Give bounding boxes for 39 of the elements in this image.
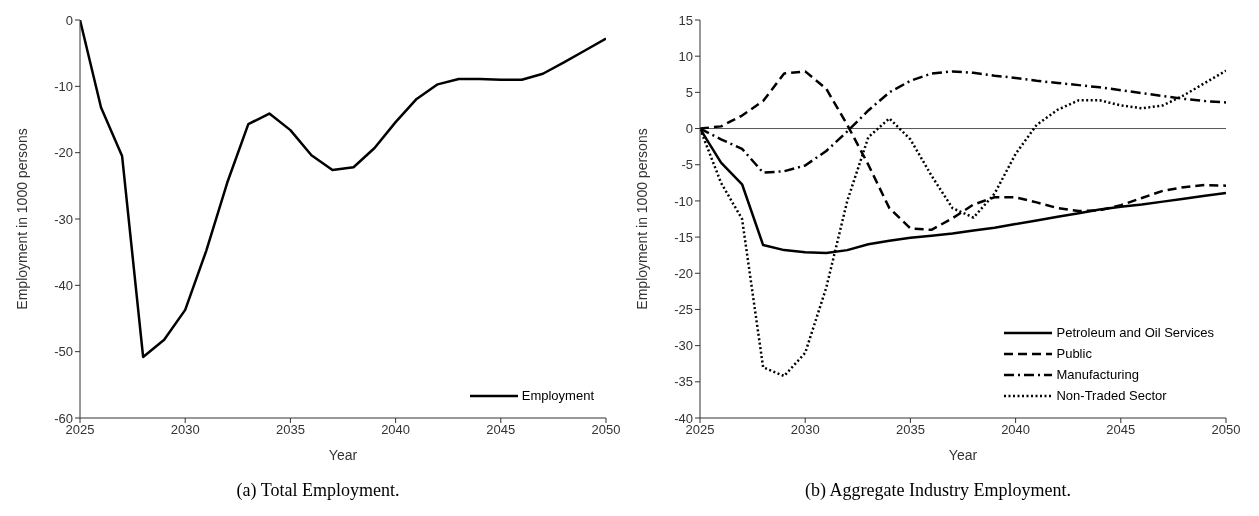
x-tick-label: 2040	[1001, 422, 1031, 438]
text: (a) Total Employment.	[235, 480, 401, 501]
x-tick-label: 2040	[381, 422, 411, 438]
y-tick-label: -20	[54, 145, 73, 161]
x-tick-label: 2045	[1106, 422, 1136, 438]
y-tick-label: -10	[674, 193, 693, 209]
y-tick-label: -35	[674, 374, 693, 390]
text: (b) Aggregate Industry Employment.	[804, 480, 1072, 501]
y-tick-label: -40	[54, 277, 73, 293]
y-tick-label: -50	[54, 344, 73, 360]
y-tick-label: -30	[54, 211, 73, 227]
x-tick-label: 2035	[275, 422, 305, 438]
x-axis-title: Year	[328, 447, 358, 463]
line-series	[80, 20, 606, 359]
legend-label: Employment	[521, 388, 594, 403]
y-tick-label: -10	[54, 78, 73, 94]
x-tick-label: 2035	[895, 422, 925, 438]
y-tick-label: 5	[685, 84, 693, 100]
legend-label: Public	[1056, 346, 1092, 361]
y-axis-title: Employment in 1000 persons	[633, 128, 650, 310]
y-tick-label: 10	[678, 48, 693, 64]
y-tick-label: -20	[674, 265, 693, 281]
x-tick-label: 2030	[170, 422, 200, 438]
y-tick-label: 0	[65, 12, 73, 28]
x-tick-label: 2030	[790, 422, 820, 438]
x-tick-label: 2050	[1211, 422, 1241, 438]
legend-label: Manufacturing	[1056, 367, 1139, 382]
y-axis-title: Employment in 1000 persons	[13, 128, 30, 310]
x-tick-label: 2045	[486, 422, 516, 438]
y-tick-label: -25	[674, 302, 693, 318]
legend-label: Non-Traded Sector	[1056, 388, 1167, 403]
x-tick-label: 2050	[591, 422, 621, 438]
y-tick-label: 15	[678, 12, 693, 28]
y-tick-label: 0	[685, 121, 693, 137]
y-tick-label: -15	[674, 229, 693, 245]
y-tick-label: -30	[674, 338, 693, 354]
x-axis-title: Year	[948, 447, 978, 463]
y-tick-label: -5	[681, 157, 693, 173]
legend-label: Petroleum and Oil Services	[1056, 325, 1214, 340]
